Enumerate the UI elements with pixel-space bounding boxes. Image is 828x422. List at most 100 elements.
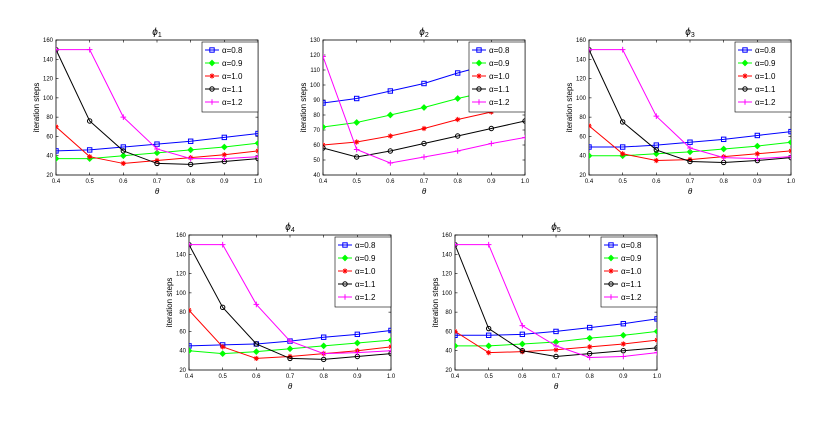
- y-tick-label: 20: [179, 368, 186, 374]
- data-point: [519, 322, 526, 329]
- legend-marker: [608, 242, 614, 248]
- legend-marker: [476, 86, 482, 92]
- data-point: [86, 118, 93, 124]
- data-point: [56, 46, 59, 53]
- data-point: [620, 321, 627, 327]
- legend-marker: [209, 99, 215, 105]
- data-point: [187, 161, 194, 168]
- data-point: [255, 148, 258, 154]
- y-tick-label: 140: [43, 57, 54, 63]
- y-tick-label: 80: [313, 113, 320, 119]
- legend: α=0.8 α=0.9 α=1.0 α=1.1 α=1.2: [734, 41, 792, 113]
- y-tick-label: 60: [579, 134, 586, 140]
- data-point: [454, 95, 462, 102]
- data-point: [353, 119, 361, 126]
- data-point: [353, 339, 361, 347]
- data-point: [220, 344, 226, 350]
- data-point: [387, 336, 391, 344]
- y-tick-label: 60: [445, 329, 452, 335]
- data-point: [586, 334, 594, 342]
- y-tick-label: 100: [442, 291, 453, 297]
- y-tick-label: 140: [576, 57, 587, 63]
- data-point: [589, 144, 592, 150]
- x-tick-label: 0.4: [585, 179, 594, 185]
- legend-entry: α=0.8: [489, 46, 510, 55]
- data-point: [687, 139, 693, 145]
- data-point: [421, 140, 427, 147]
- data-point: [522, 118, 525, 124]
- legend-marker: [476, 99, 482, 105]
- data-point: [86, 147, 93, 153]
- x-tick-label: 0.5: [618, 179, 627, 185]
- data-point: [189, 241, 192, 248]
- data-point: [654, 337, 657, 343]
- x-tick-label: 0.9: [353, 374, 362, 380]
- chart-title-subscript: 1: [158, 32, 162, 39]
- data-point: [323, 53, 326, 60]
- x-tick-label: 0.5: [352, 179, 361, 185]
- data-point: [388, 327, 391, 334]
- y-axis-label: iteration steps: [165, 278, 174, 328]
- data-point: [519, 348, 526, 354]
- data-point: [252, 348, 260, 356]
- legend-entry: α=1.2: [489, 98, 510, 107]
- legend-entry: α=1.0: [755, 72, 776, 81]
- y-tick-label: 160: [576, 38, 587, 44]
- data-point: [788, 148, 791, 154]
- data-point: [519, 331, 526, 338]
- series-line-1: [455, 318, 657, 336]
- y-tick-label: 90: [313, 98, 320, 104]
- x-tick-label: 0.9: [619, 374, 628, 380]
- legend-marker: [742, 86, 748, 92]
- series-line-1: [56, 133, 258, 152]
- data-point: [420, 104, 428, 111]
- legend-marker: [475, 59, 483, 67]
- data-point: [56, 148, 59, 154]
- chart-title-subscript: 4: [291, 227, 295, 234]
- x-tick-label: 0.6: [119, 179, 128, 185]
- x-tick-label: 0.8: [719, 179, 728, 185]
- x-tick-label: 0.7: [686, 179, 695, 185]
- x-tick-label: 0.9: [220, 179, 229, 185]
- legend-entry: α=1.1: [355, 280, 376, 289]
- x-axis-label: θ: [288, 382, 293, 391]
- y-tick-label: 100: [576, 96, 587, 102]
- series-line-4: [56, 49, 258, 165]
- y-tick-label: 80: [46, 115, 53, 121]
- data-point: [86, 46, 93, 53]
- x-tick-label: 0.7: [286, 374, 295, 380]
- data-point: [320, 356, 327, 363]
- data-point: [388, 347, 391, 354]
- data-point: [589, 152, 593, 160]
- x-tick-label: 1.0: [387, 374, 396, 380]
- legend-entry: α=0.9: [222, 59, 243, 68]
- series-group: [589, 46, 791, 166]
- data-point: [56, 124, 59, 130]
- data-point: [553, 328, 559, 335]
- x-tick-label: 0.5: [218, 374, 227, 380]
- y-tick-label: 70: [313, 128, 320, 134]
- data-point: [87, 154, 93, 160]
- data-point: [455, 241, 458, 248]
- data-point: [720, 154, 727, 161]
- data-point: [753, 142, 761, 150]
- y-tick-label: 130: [310, 38, 321, 44]
- x-tick-label: 0.6: [652, 179, 661, 185]
- data-point: [323, 100, 326, 106]
- data-point: [485, 325, 492, 332]
- data-point: [720, 145, 728, 153]
- y-tick-label: 100: [310, 83, 321, 89]
- data-point: [488, 140, 495, 147]
- chart-panel-5: ϕ5 0.4 0.5 0.6 0.7 0.8 0.9 1.0 20 40 60 80 100 120 140…: [431, 222, 662, 391]
- data-point: [754, 151, 760, 157]
- legend-marker: [742, 47, 748, 53]
- data-point: [421, 154, 427, 160]
- data-point: [620, 348, 627, 354]
- data-point: [187, 155, 194, 162]
- x-tick-label: 0.5: [484, 374, 493, 380]
- data-point: [253, 301, 260, 308]
- data-point: [485, 342, 493, 350]
- data-point: [553, 347, 559, 353]
- y-axis-label: iteration steps: [299, 83, 308, 133]
- data-point: [553, 343, 559, 349]
